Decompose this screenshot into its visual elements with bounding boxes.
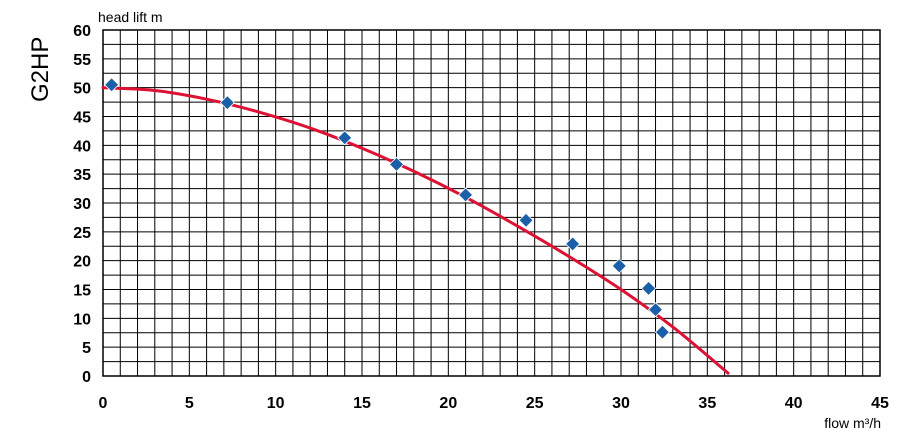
model-label: G2HP — [27, 37, 54, 102]
data-point — [219, 95, 235, 111]
y-tick-label: 35 — [73, 167, 91, 184]
x-tick-label: 30 — [612, 395, 630, 412]
y-tick-label: 40 — [73, 138, 91, 155]
tick-labels: 0 5 10 15 20 25 30 35 40 45 0 5 10 15 20 25 30 35 40 45 50 55… — [73, 23, 889, 412]
x-axis-label: flow m³/h — [824, 415, 881, 431]
y-tick-label: 25 — [73, 225, 91, 242]
curve-layer — [101, 86, 730, 375]
y-tick-label: 55 — [73, 52, 91, 69]
x-tick-label: 40 — [785, 395, 803, 412]
grid — [102, 29, 881, 377]
data-point — [611, 258, 627, 274]
x-tick-label: 20 — [439, 395, 457, 412]
data-point — [518, 212, 534, 228]
y-tick-label: 10 — [73, 311, 91, 328]
pump-curve-line — [101, 86, 730, 375]
x-tick-label: 15 — [353, 395, 371, 412]
y-tick-label: 45 — [73, 110, 91, 127]
plot-frame — [102, 29, 881, 377]
y-tick-label: 60 — [73, 23, 91, 40]
data-point — [565, 236, 581, 252]
data-point — [458, 187, 474, 203]
x-tick-label: 5 — [185, 395, 194, 412]
data-point — [647, 302, 664, 318]
y-axis-label: head lift m — [98, 9, 163, 25]
data-point — [641, 280, 657, 296]
y-tick-label: 20 — [73, 254, 91, 271]
x-tick-label: 0 — [99, 395, 108, 412]
data-point — [388, 156, 405, 172]
x-tick-label: 45 — [871, 395, 889, 412]
points-layer — [104, 77, 671, 340]
y-tick-label: 0 — [82, 369, 91, 386]
y-tick-label: 50 — [73, 81, 91, 98]
data-point — [654, 324, 671, 340]
x-tick-label: 10 — [267, 395, 285, 412]
data-point — [337, 130, 353, 146]
x-tick-label: 35 — [698, 395, 716, 412]
y-tick-label: 15 — [73, 283, 91, 300]
x-tick-label: 25 — [526, 395, 544, 412]
y-tick-label: 5 — [82, 340, 91, 357]
data-point — [104, 77, 120, 93]
y-tick-label: 30 — [73, 196, 91, 213]
